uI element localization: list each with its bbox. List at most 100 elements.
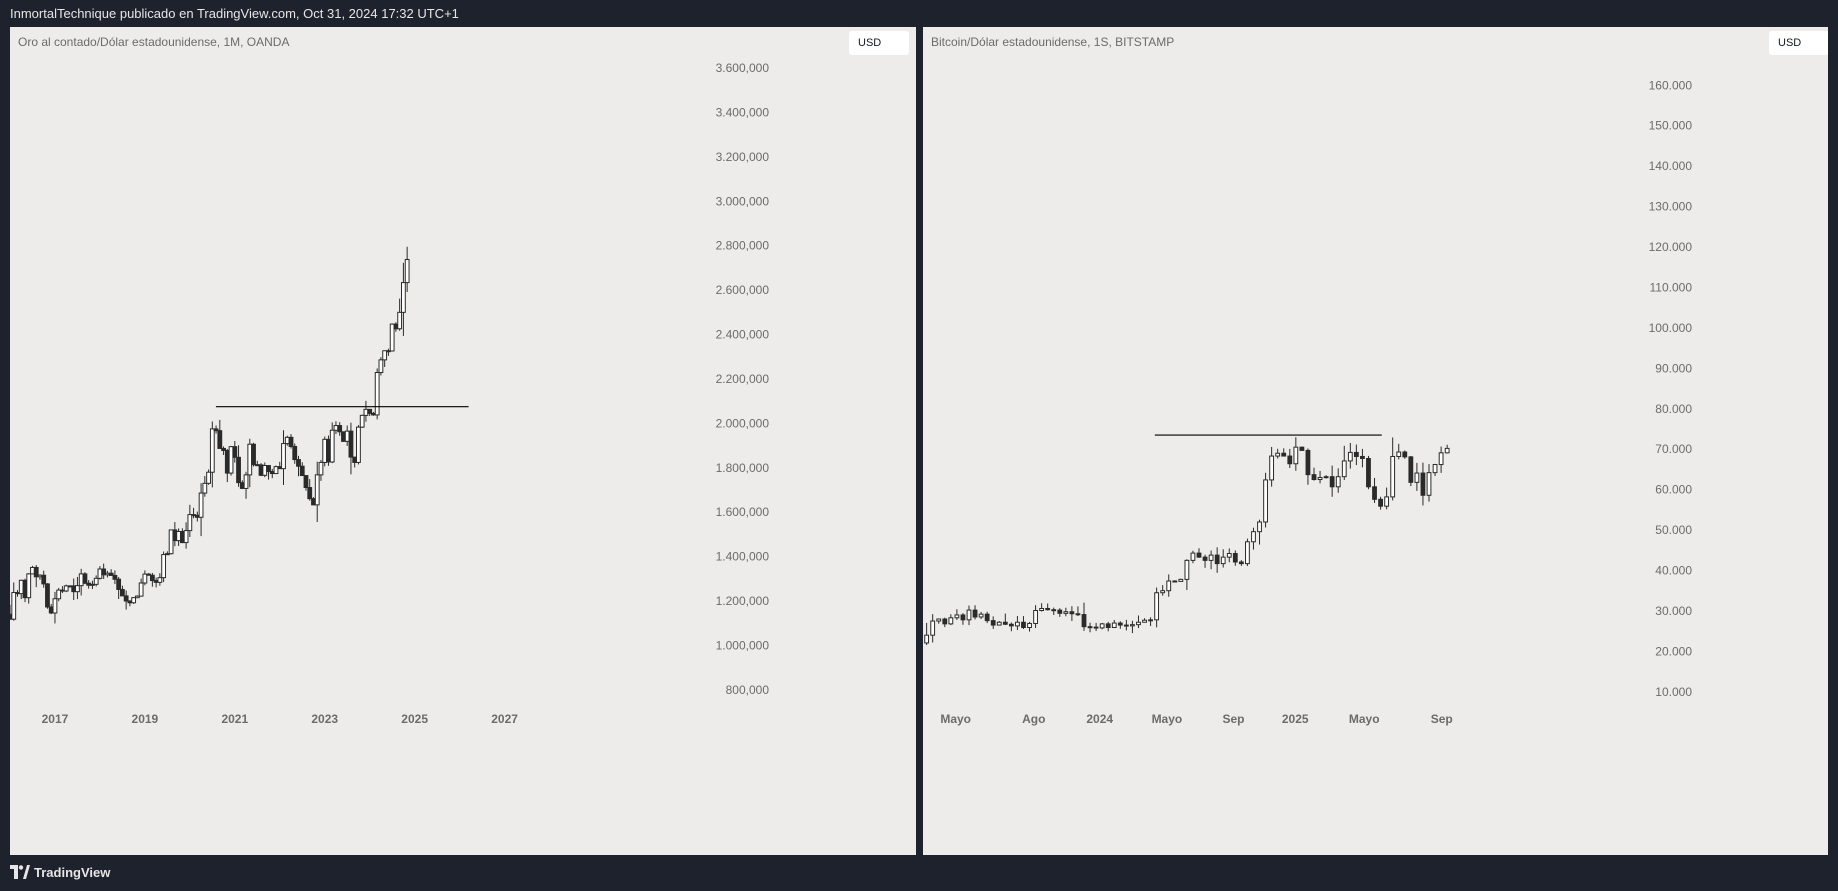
candle-body [1184, 559, 1190, 580]
y-tick-label: 2.200,000 [716, 372, 770, 386]
candle-body [397, 311, 403, 330]
x-tick-label: Mayo [940, 712, 971, 726]
candle [314, 461, 320, 522]
candle-body [990, 620, 996, 626]
candle-body [1045, 607, 1051, 611]
candle [1426, 464, 1432, 502]
candle [90, 580, 95, 590]
candle-body [206, 471, 211, 484]
bitcoin-chart[interactable]: 160.000 150.000 140.000 130.000 120.000 110.0… [923, 27, 1828, 855]
candle [75, 577, 80, 600]
candle [1238, 560, 1244, 566]
candle [1353, 444, 1359, 466]
candle-body [1293, 446, 1299, 465]
y-tick-label: 2.000,000 [716, 416, 770, 430]
candle [179, 528, 185, 544]
candle [1305, 448, 1311, 485]
candle [1245, 538, 1250, 566]
candle [1154, 587, 1160, 628]
candle [228, 445, 234, 476]
candle-body [1281, 452, 1287, 457]
candle [1057, 608, 1063, 617]
candle [232, 441, 238, 463]
candle [224, 448, 230, 483]
candle [972, 605, 978, 620]
candle [1226, 548, 1232, 563]
candle [1384, 487, 1390, 510]
gold-chart-panel[interactable]: 3.600,000 3.400,000 3.200,000 3.000,000 2.80… [10, 27, 916, 855]
y-tick-label: 2.400,000 [716, 328, 770, 342]
candle [273, 465, 279, 475]
candle-body [1002, 621, 1008, 625]
candle [341, 431, 346, 442]
candle [318, 459, 324, 481]
candle [400, 262, 406, 336]
bitcoin-chart-panel[interactable]: 160.000 150.000 140.000 130.000 120.000 110.0… [923, 27, 1828, 855]
y-tick-label: 3.200,000 [716, 150, 770, 164]
candle-body [1214, 554, 1220, 565]
candle [269, 468, 275, 479]
bitcoin-currency-badge[interactable]: USD [1769, 31, 1828, 55]
candle-body [176, 530, 181, 542]
candle-body [318, 461, 324, 476]
candle [356, 425, 361, 465]
candle-body [1378, 498, 1383, 507]
candle [247, 438, 253, 488]
candle [326, 435, 331, 466]
candle-body [101, 568, 107, 576]
candle-body [311, 498, 316, 506]
candle-body [954, 614, 960, 619]
candle-body [1051, 609, 1057, 612]
candle [288, 434, 294, 449]
candle [101, 563, 107, 580]
gold-currency-badge[interactable]: USD [849, 31, 909, 55]
y-tick-label: 2.600,000 [716, 283, 770, 297]
candle-body [112, 574, 118, 580]
candle-body [404, 258, 410, 284]
candle [251, 442, 256, 467]
candle-body [400, 282, 406, 313]
candle-body [299, 465, 305, 477]
candle [397, 298, 403, 331]
x-tick-label: 2025 [1282, 712, 1309, 726]
candle [344, 425, 350, 446]
candle-body [198, 492, 204, 518]
candle [198, 483, 204, 537]
candle [1347, 442, 1353, 469]
candle-body [1335, 476, 1341, 488]
candle [206, 469, 211, 485]
candle-body [209, 428, 215, 473]
candle-body [153, 580, 159, 583]
candle-body [329, 429, 335, 463]
candle [131, 597, 137, 604]
candle-body [337, 425, 343, 433]
candle [942, 617, 948, 628]
candle-body [1360, 455, 1365, 459]
y-tick-label: 80.000 [1655, 402, 1692, 416]
candle-body [183, 530, 189, 544]
x-tick-label: 2023 [311, 712, 338, 726]
candle [1123, 619, 1129, 631]
candle-body [1323, 476, 1329, 479]
bitcoin-chart-title: Bitcoin/Dólar estadounidense, 1S, BITSTA… [931, 35, 1175, 49]
candle [1081, 602, 1087, 631]
gold-chart[interactable]: 3.600,000 3.400,000 3.200,000 3.000,000 2.80… [10, 27, 916, 855]
candle [134, 595, 140, 599]
candle-body [1099, 623, 1105, 629]
candle-body [1057, 609, 1063, 614]
candle-body [960, 614, 966, 621]
candle [86, 580, 92, 589]
candle-body [1341, 460, 1347, 478]
y-tick-label: 10.000 [1655, 685, 1692, 699]
candle [153, 577, 159, 588]
candle-body [1245, 541, 1250, 565]
candle-body [1305, 449, 1311, 476]
candle-body [314, 474, 320, 506]
candle-body [1220, 556, 1226, 565]
candle [277, 461, 283, 470]
candle [258, 463, 264, 477]
candle-body [48, 606, 54, 614]
y-tick-label: 1.200,000 [716, 594, 770, 608]
candle [1008, 622, 1014, 632]
candle-body [116, 578, 122, 590]
